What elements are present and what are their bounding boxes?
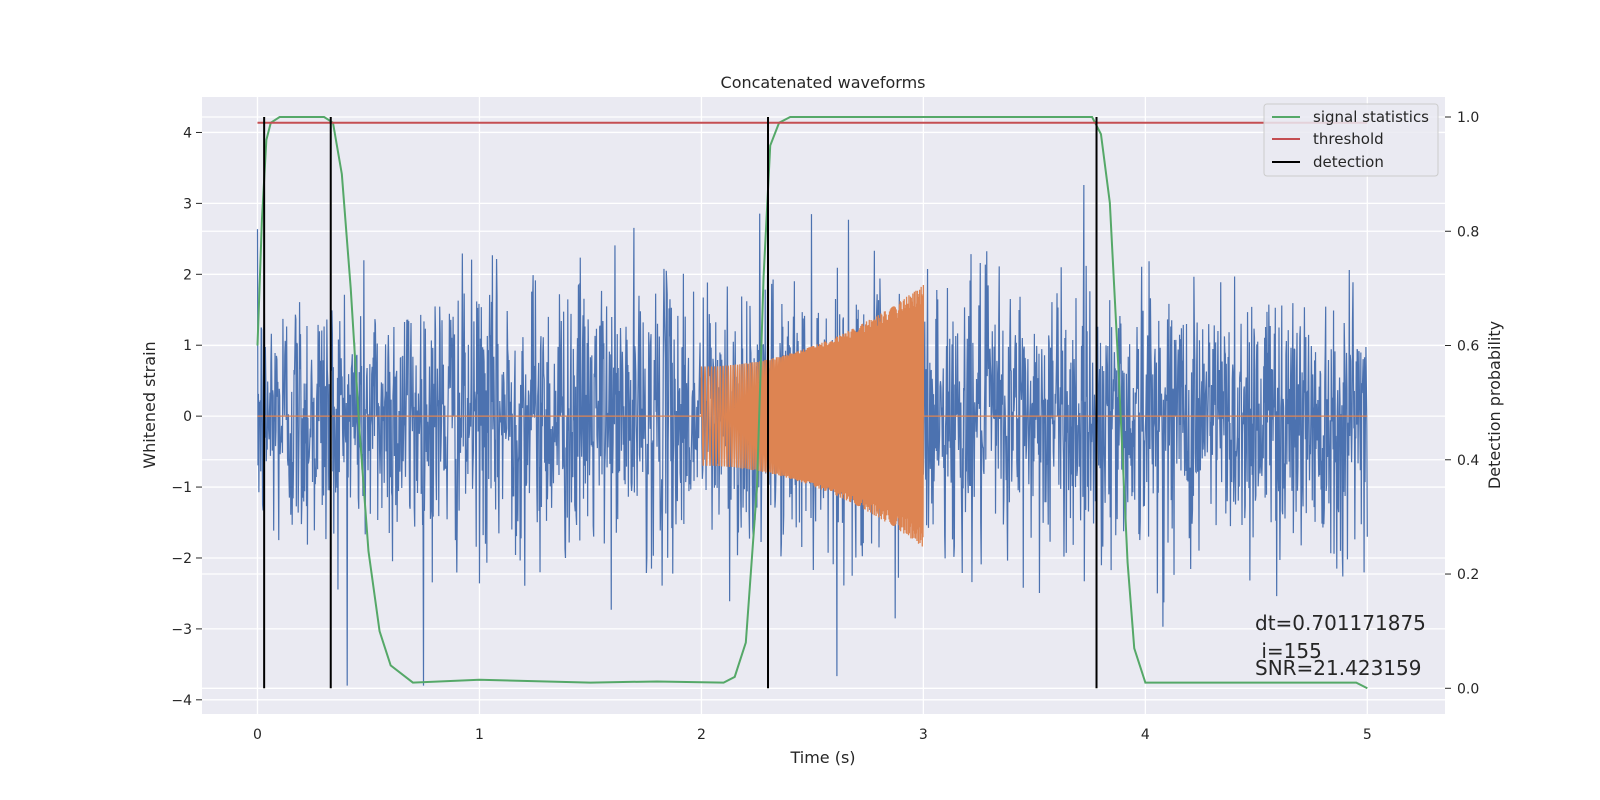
y2-tick-label: 0.2 [1457, 567, 1479, 583]
chart-title: Concatenated waveforms [721, 73, 926, 92]
y2-tick-label: 0.4 [1457, 453, 1479, 469]
y-tick-label: 2 [183, 267, 192, 283]
x-tick-label: 4 [1141, 727, 1150, 743]
x-tick-label: 2 [697, 727, 706, 743]
y-tick-label: −1 [171, 480, 192, 496]
y-tick-label: 3 [183, 196, 192, 212]
y2-axis-title: Detection probability [1485, 321, 1504, 489]
y-tick-label: −4 [171, 693, 192, 709]
legend-label-signal-statistics: signal statistics [1313, 108, 1429, 126]
x-tick-label: 3 [919, 727, 928, 743]
x-tick-label: 0 [253, 727, 262, 743]
y-tick-label: −3 [171, 622, 192, 638]
legend-label-detection: detection [1313, 153, 1384, 171]
x-axis: 0 1 2 3 4 5 [253, 727, 1372, 743]
y2-tick-label: 0.6 [1457, 339, 1479, 355]
legend: signal statistics threshold detection [1263, 103, 1439, 177]
annotations: dt=0.701171875 i=155 SNR=21.423159 [1255, 611, 1426, 680]
y-tick-label: 4 [183, 125, 192, 141]
annotation-dt: dt=0.701171875 [1255, 611, 1426, 635]
x-tick-label: 5 [1363, 727, 1372, 743]
legend-label-threshold: threshold [1313, 130, 1384, 148]
y2-tick-label: 1.0 [1457, 110, 1479, 126]
x-tick-label: 1 [475, 727, 484, 743]
annotation-index: i=155 [1255, 639, 1322, 663]
series-layer [256, 116, 1368, 690]
y-axis-right: 0.0 0.2 0.4 0.6 0.8 1.0 [1445, 110, 1479, 697]
y2-tick-label: 0.8 [1457, 224, 1479, 240]
y-tick-label: 1 [183, 338, 192, 354]
y2-tick-label: 0.0 [1457, 681, 1479, 697]
series-injected-signal [257, 284, 1368, 547]
y-axis-left: −4 −3 −2 −1 0 1 2 3 4 [171, 125, 202, 709]
y-tick-label: −2 [171, 551, 192, 567]
legend-frame [1263, 103, 1439, 177]
y-axis-title: Whitened strain [140, 341, 159, 468]
annotation-snr: SNR=21.423159 [1255, 656, 1421, 680]
x-axis-title: Time (s) [789, 748, 855, 767]
y-tick-label: 0 [183, 409, 192, 425]
